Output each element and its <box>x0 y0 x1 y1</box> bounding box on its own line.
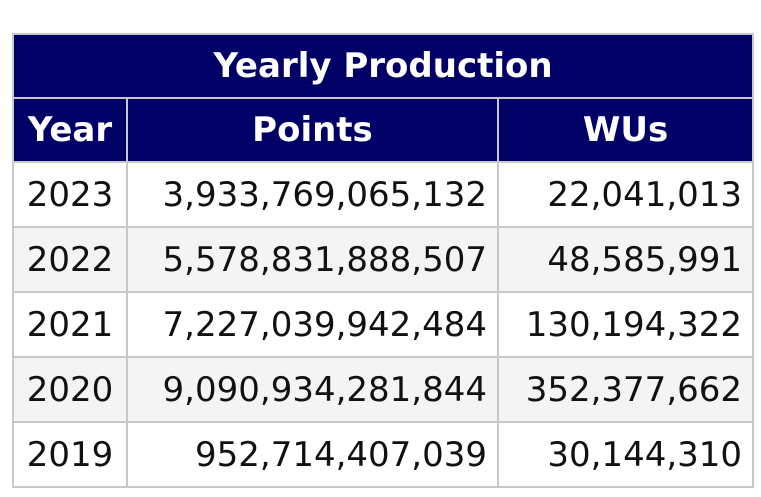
points-cell: 7,227,039,942,484 <box>126 291 499 358</box>
points-cell: 9,090,934,281,844 <box>126 356 499 423</box>
year-cell: 2022 <box>12 226 128 293</box>
wus-cell: 352,377,662 <box>496 356 755 423</box>
table-title-row: Yearly Production <box>11 33 755 99</box>
yearly-production-table-container: Yearly Production Year Points WUs 2023 3… <box>11 33 755 488</box>
wus-cell: 22,041,013 <box>496 161 755 228</box>
year-cell: 2021 <box>12 291 128 358</box>
column-header-year: Year <box>12 97 128 163</box>
table-row: 2023 3,933,769,065,132 22,041,013 <box>12 161 755 228</box>
year-cell: 2019 <box>12 421 128 488</box>
table-row: 2022 5,578,831,888,507 48,585,991 <box>12 226 755 293</box>
points-cell: 5,578,831,888,507 <box>126 226 499 293</box>
wus-cell: 48,585,991 <box>496 226 755 293</box>
wus-cell: 130,194,322 <box>496 291 755 358</box>
yearly-production-table: Yearly Production Year Points WUs 2023 3… <box>11 33 755 488</box>
points-cell: 3,933,769,065,132 <box>126 161 499 228</box>
table-row: 2021 7,227,039,942,484 130,194,322 <box>12 291 755 358</box>
points-cell: 952,714,407,039 <box>126 421 499 488</box>
table-header-row: Year Points WUs <box>12 97 755 163</box>
year-cell: 2023 <box>12 161 128 228</box>
column-header-wus: WUs <box>496 97 755 163</box>
table-row: 2020 9,090,934,281,844 352,377,662 <box>12 356 755 423</box>
table-row: 2019 952,714,407,039 30,144,310 <box>12 421 755 488</box>
column-header-points: Points <box>126 97 499 163</box>
year-cell: 2020 <box>12 356 128 423</box>
table-title: Yearly Production <box>11 33 755 99</box>
wus-cell: 30,144,310 <box>496 421 755 488</box>
